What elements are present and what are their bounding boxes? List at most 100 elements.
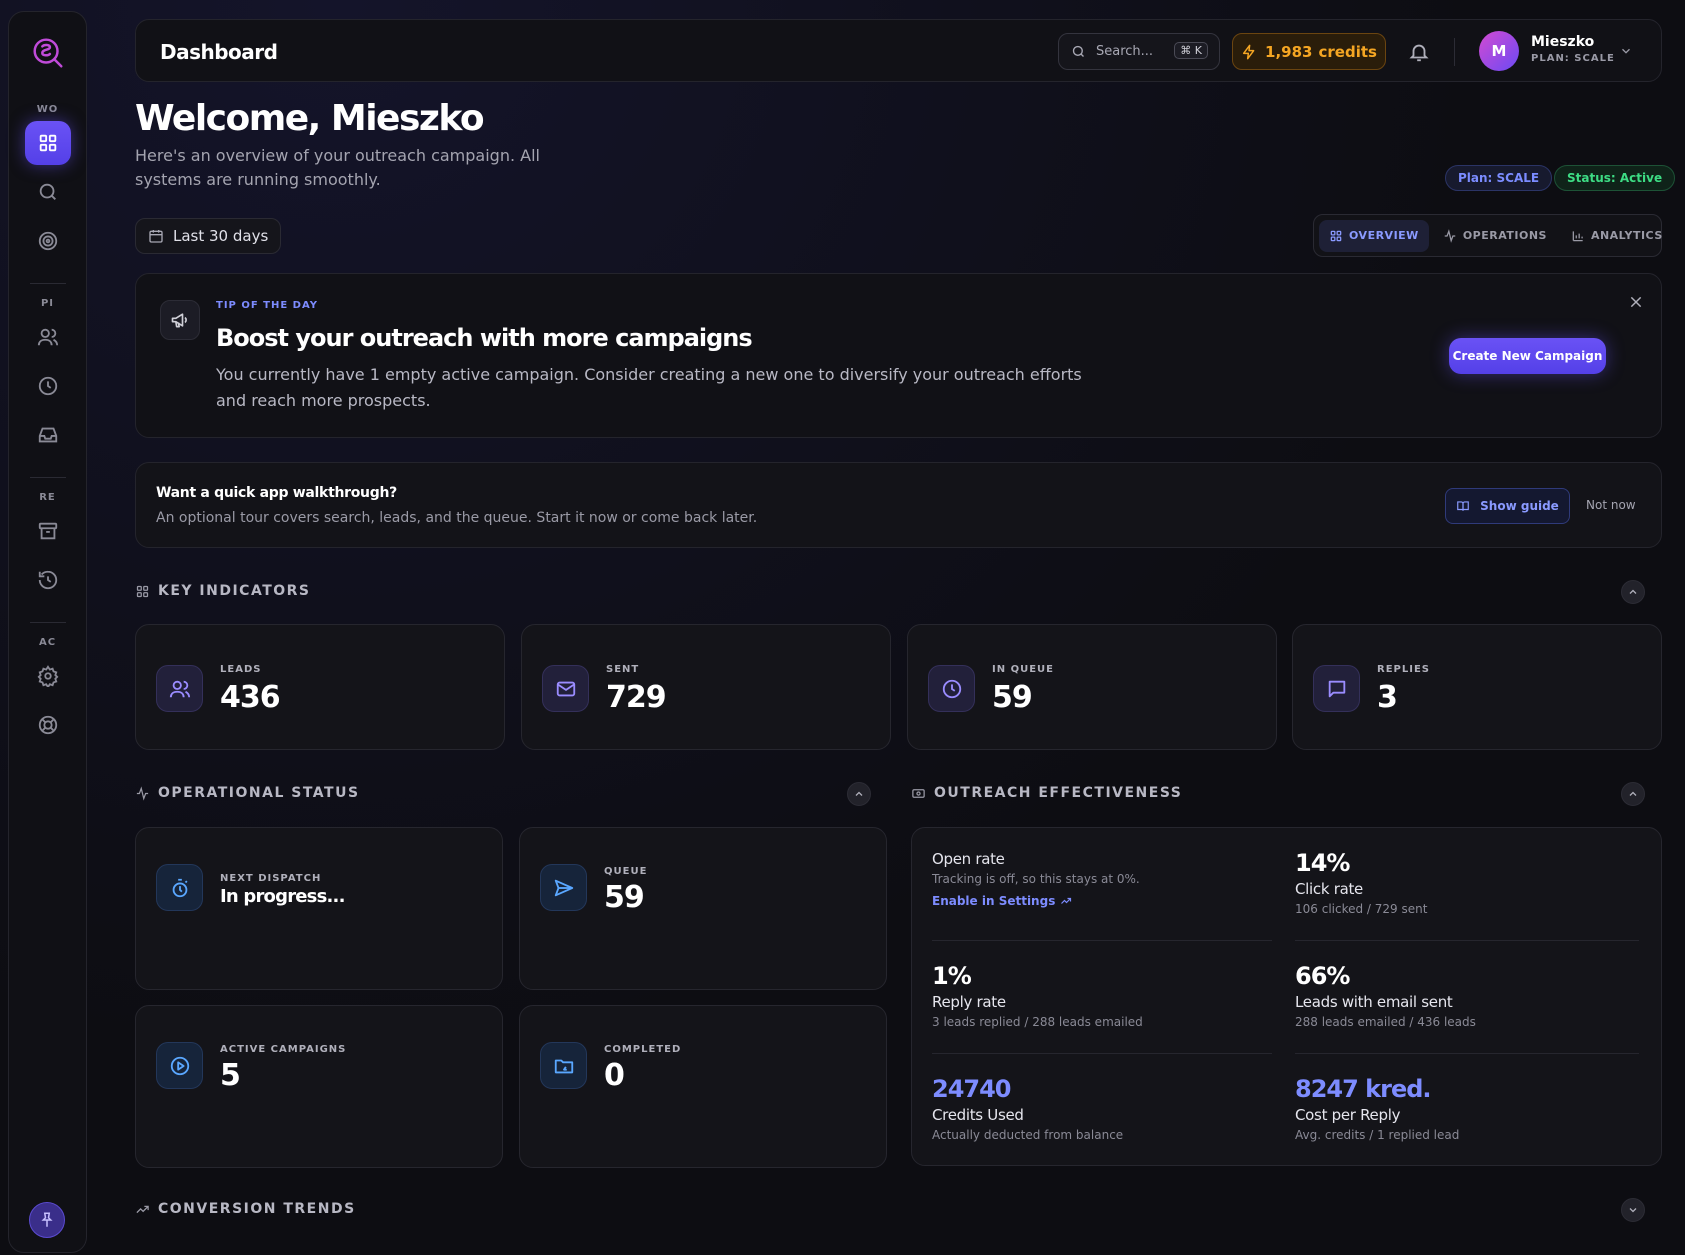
operational-status-heading: OPERATIONAL STATUS (135, 785, 360, 801)
tab-operations[interactable]: OPERATIONS (1433, 220, 1557, 252)
tab-overview[interactable]: OVERVIEW (1319, 219, 1429, 252)
metric-name: Credits Used (932, 1106, 1024, 1124)
avatar[interactable]: M (1479, 31, 1519, 71)
page-title: Dashboard (160, 40, 278, 64)
tab-analytics[interactable]: ANALYTICS (1561, 220, 1673, 252)
sidebar-item-recent[interactable] (25, 558, 71, 602)
not-now-button[interactable]: Not now (1586, 498, 1636, 512)
chevron-down-icon[interactable] (1619, 44, 1633, 58)
op-label: QUEUE (604, 866, 648, 877)
metric-value: 1% (932, 962, 972, 990)
metric-name: Click rate (1295, 880, 1363, 898)
tip-kicker: TIP OF THE DAY (216, 300, 318, 311)
tab-label: ANALYTICS (1590, 229, 1663, 242)
metric-sub: 106 clicked / 729 sent (1295, 902, 1428, 916)
op-card-completed[interactable]: COMPLETED 0 (519, 1005, 887, 1168)
trend-up-icon (1061, 897, 1072, 904)
metric-sub: Avg. credits / 1 replied lead (1295, 1128, 1460, 1142)
metric-value: 14% (1295, 849, 1350, 877)
metric-sub: Tracking is off, so this stays at 0%. (932, 872, 1140, 886)
collapse-operational-button[interactable] (847, 782, 871, 806)
archive-icon (38, 522, 57, 540)
op-card-active-campaigns[interactable]: ACTIVE CAMPAIGNS 5 (135, 1005, 503, 1168)
sidebar-divider (29, 622, 66, 623)
divider (1295, 1053, 1639, 1054)
kpi-value: 729 (606, 680, 667, 715)
view-tabs: OVERVIEW OPERATIONS ANALYTICS (1313, 214, 1662, 257)
mail-icon (542, 665, 589, 712)
metric-value: 24740 (932, 1075, 1012, 1103)
walkthrough-body: An optional tour covers search, leads, a… (156, 510, 758, 526)
sidebar-divider (29, 283, 66, 284)
welcome-subtitle: Here's an overview of your outreach camp… (135, 146, 540, 189)
section-title: CONVERSION TRENDS (158, 1201, 356, 1217)
metric-reply-rate: 1% Reply rate 3 leads replied / 288 lead… (932, 961, 1272, 1031)
show-guide-button[interactable]: Show guide (1445, 488, 1570, 524)
history-icon (38, 570, 57, 590)
kpi-card-leads[interactable]: LEADS 436 (135, 624, 505, 750)
sidebar-item-inbox[interactable] (25, 413, 71, 457)
date-range-button[interactable]: Last 30 days (135, 218, 282, 254)
search-input[interactable]: Search... ⌘ K (1058, 33, 1220, 70)
chevron-down-icon (1629, 1208, 1637, 1213)
user-plan: PLAN: SCALE (1531, 53, 1615, 64)
close-icon[interactable] (1628, 294, 1644, 310)
op-value: 59 (604, 880, 645, 915)
metric-click-rate: 14% Click rate 106 clicked / 729 sent (1295, 848, 1635, 918)
enable-settings-label: Enable in Settings (932, 894, 1056, 908)
enable-settings-link[interactable]: Enable in Settings (932, 894, 1272, 908)
kpi-label: IN QUEUE (992, 664, 1054, 675)
pin-sidebar-button[interactable] (29, 1202, 65, 1238)
divider (932, 1053, 1272, 1054)
sidebar-item-leads[interactable] (25, 315, 71, 359)
metric-sub: 288 leads emailed / 436 leads (1295, 1015, 1476, 1029)
expand-conversion-button[interactable] (1621, 1198, 1645, 1222)
metric-name: Reply rate (932, 993, 1006, 1011)
effectiveness-card: Open rate Tracking is off, so this stays… (911, 827, 1662, 1166)
kpi-label: LEADS (220, 664, 262, 675)
op-card-queue[interactable]: QUEUE 59 (519, 827, 887, 990)
metric-open-rate: Open rate Tracking is off, so this stays… (932, 848, 1272, 908)
kpi-card-sent[interactable]: SENT 729 (521, 624, 891, 750)
activity-icon (1444, 228, 1456, 243)
kpi-card-replies[interactable]: REPLIES 3 (1292, 624, 1662, 750)
create-campaign-button[interactable]: Create New Campaign (1449, 338, 1606, 374)
collapse-key-indicators-button[interactable] (1621, 580, 1645, 604)
chevron-up-icon (1629, 589, 1637, 594)
sidebar-item-history[interactable] (25, 364, 71, 408)
clock-icon (38, 376, 57, 396)
search-icon (39, 183, 56, 200)
op-value: In progress... (220, 886, 345, 907)
book-icon (1457, 501, 1469, 511)
op-card-next-dispatch[interactable]: NEXT DISPATCH In progress... (135, 827, 503, 990)
sidebar-item-search[interactable] (25, 170, 71, 214)
metric-leads-emailed: 66% Leads with email sent 288 leads emai… (1295, 961, 1635, 1031)
credits-unit: credits (1318, 42, 1377, 61)
tab-label: OVERVIEW (1349, 229, 1419, 242)
sidebar-item-dashboard[interactable] (24, 121, 71, 165)
activity-icon (136, 785, 149, 801)
collapse-effectiveness-button[interactable] (1621, 782, 1645, 806)
sidebar-item-support[interactable] (25, 703, 71, 747)
notifications-bell-icon[interactable] (1408, 41, 1430, 63)
credits-value: 1,983 (1265, 42, 1313, 61)
user-name[interactable]: Mieszko (1531, 34, 1595, 50)
app-logo-icon[interactable] (29, 34, 67, 72)
walkthrough-card: Want a quick app walkthrough? An optiona… (135, 462, 1662, 548)
op-value: 5 (220, 1058, 241, 1093)
credits-badge[interactable]: 1,983 credits (1232, 33, 1386, 70)
sidebar-item-targets[interactable] (25, 219, 71, 263)
search-shortcut-badge: ⌘ K (1174, 42, 1208, 59)
kpi-value: 3 (1377, 680, 1398, 715)
play-circle-icon (156, 1042, 203, 1089)
metric-cost-per-reply: 8247 kred. Cost per Reply Avg. credits /… (1295, 1074, 1635, 1144)
section-title: KEY INDICATORS (158, 583, 311, 599)
kpi-card-in-queue[interactable]: IN QUEUE 59 (907, 624, 1277, 750)
metric-sub: 3 leads replied / 288 leads emailed (932, 1015, 1143, 1029)
chevron-up-icon (855, 791, 863, 796)
gear-icon (37, 665, 58, 687)
sidebar-item-archive[interactable] (25, 509, 71, 553)
tip-body: You currently have 1 empty active campai… (216, 365, 1082, 410)
sidebar-item-settings[interactable] (25, 654, 71, 698)
divider (932, 940, 1272, 941)
